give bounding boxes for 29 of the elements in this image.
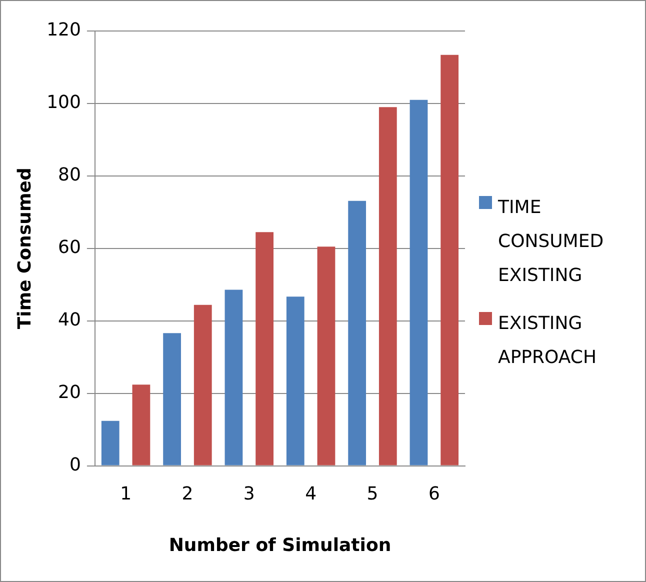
x-tick-label: 3 [243, 483, 255, 504]
y-tick-label: 60 [58, 237, 81, 258]
y-tick-label: 120 [46, 20, 81, 41]
x-tick-label: 6 [428, 483, 440, 504]
bar [224, 290, 243, 466]
x-tick-label: 4 [305, 483, 317, 504]
legend-label: TIME CONSUMED EXISTING [498, 196, 605, 288]
x-tick-label: 2 [182, 483, 194, 504]
x-tick-label: 1 [120, 483, 132, 504]
y-tick-label: 100 [46, 92, 81, 114]
x-tick-label: 5 [366, 483, 378, 504]
y-axis-title: Time Consumed [14, 168, 36, 330]
bar [256, 232, 274, 466]
bar [410, 100, 428, 466]
bar [194, 304, 212, 466]
bar [132, 384, 150, 466]
y-tick-label: 0 [70, 454, 81, 476]
bar [163, 333, 181, 466]
y-tick-label: 20 [58, 382, 81, 404]
bar [317, 246, 336, 466]
bar [286, 296, 304, 466]
x-axis-title: Number of Simulation [168, 534, 392, 556]
y-tick-label: 80 [58, 164, 81, 186]
y-tick-label: 40 [58, 310, 81, 331]
bar [378, 107, 397, 466]
bar [440, 54, 459, 466]
legend-label: EXISTING APPROACH [498, 312, 598, 370]
bar [348, 200, 366, 466]
bar [101, 420, 120, 466]
